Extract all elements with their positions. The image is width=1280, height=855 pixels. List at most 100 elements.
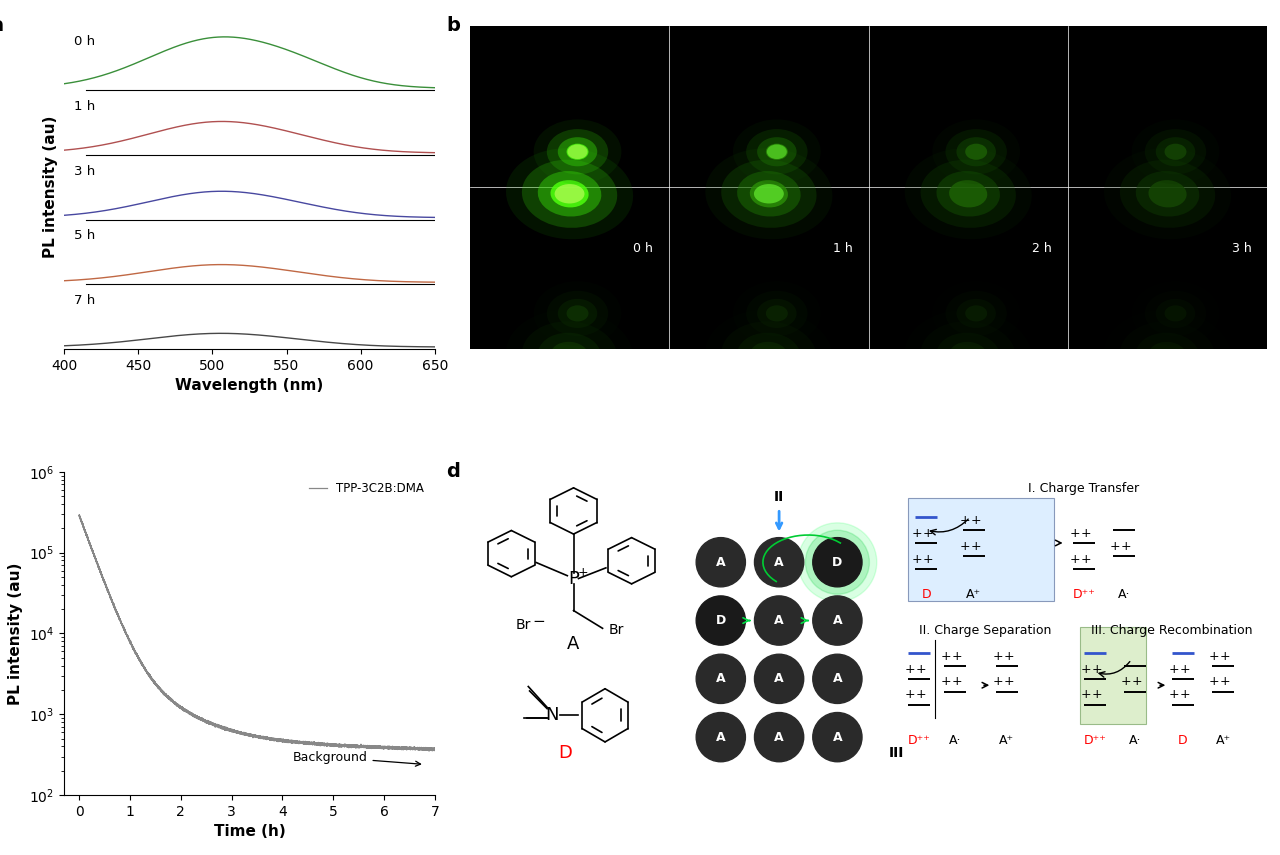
Text: Br: Br — [516, 618, 531, 632]
Ellipse shape — [550, 342, 589, 369]
Ellipse shape — [767, 144, 787, 159]
Text: A: A — [774, 556, 783, 569]
Text: +: + — [1110, 540, 1120, 552]
Ellipse shape — [1103, 148, 1231, 239]
Ellipse shape — [550, 180, 589, 208]
Ellipse shape — [1165, 305, 1187, 321]
Ellipse shape — [920, 321, 1016, 390]
Text: a: a — [0, 16, 3, 35]
Ellipse shape — [965, 305, 987, 321]
Ellipse shape — [554, 184, 585, 203]
Ellipse shape — [1148, 180, 1187, 208]
Text: +: + — [1220, 650, 1230, 663]
Text: D: D — [922, 588, 931, 601]
Ellipse shape — [765, 305, 787, 321]
Text: +: + — [1169, 688, 1179, 701]
Text: +: + — [959, 514, 970, 527]
Circle shape — [754, 596, 804, 646]
Text: +: + — [992, 650, 1004, 663]
Text: +: + — [1179, 663, 1190, 675]
Text: A: A — [716, 672, 726, 686]
Text: A: A — [774, 672, 783, 686]
Text: d: d — [445, 463, 460, 481]
Text: 3 h: 3 h — [1231, 242, 1252, 255]
Text: N: N — [545, 706, 559, 724]
Circle shape — [813, 538, 861, 587]
Ellipse shape — [756, 137, 796, 166]
Ellipse shape — [721, 160, 817, 228]
Text: 4 h: 4 h — [634, 404, 653, 417]
Text: 1 h: 1 h — [74, 100, 96, 113]
Text: 6 h: 6 h — [1032, 404, 1052, 417]
Ellipse shape — [705, 148, 832, 239]
Ellipse shape — [1156, 137, 1196, 166]
Text: II: II — [774, 490, 785, 504]
Text: A⁺: A⁺ — [1000, 734, 1014, 746]
Ellipse shape — [937, 333, 1000, 378]
Ellipse shape — [750, 342, 788, 369]
Text: P: P — [568, 569, 579, 587]
Ellipse shape — [733, 120, 820, 184]
Text: +: + — [911, 552, 923, 566]
Ellipse shape — [905, 310, 1032, 401]
Ellipse shape — [721, 321, 817, 390]
Text: III. Charge Recombination: III. Charge Recombination — [1091, 624, 1253, 637]
Circle shape — [754, 538, 804, 587]
Ellipse shape — [1144, 291, 1206, 336]
Text: A·: A· — [1117, 588, 1130, 601]
Legend: TPP-3C2B:DMA: TPP-3C2B:DMA — [305, 478, 429, 500]
Text: +: + — [1208, 675, 1220, 688]
Text: A·: A· — [1129, 734, 1142, 746]
Ellipse shape — [567, 144, 588, 159]
Text: A: A — [716, 731, 726, 744]
Ellipse shape — [932, 120, 1020, 184]
Circle shape — [696, 596, 745, 646]
Ellipse shape — [1165, 144, 1187, 160]
Circle shape — [696, 654, 745, 704]
Bar — [908, 498, 1055, 601]
Ellipse shape — [705, 310, 832, 401]
Ellipse shape — [558, 299, 598, 328]
Text: A: A — [774, 614, 783, 627]
Y-axis label: PL intensity (au): PL intensity (au) — [9, 563, 23, 705]
Text: D: D — [558, 744, 572, 762]
Text: +: + — [1080, 688, 1091, 701]
Text: A: A — [832, 731, 842, 744]
Text: 1 h: 1 h — [833, 242, 852, 255]
Text: −: − — [532, 614, 545, 628]
Ellipse shape — [950, 342, 987, 369]
Text: +: + — [904, 688, 915, 701]
Circle shape — [696, 538, 745, 587]
Text: +: + — [577, 566, 588, 579]
Ellipse shape — [937, 171, 1000, 216]
Text: A: A — [567, 635, 580, 653]
Text: A⁺: A⁺ — [966, 588, 982, 601]
Text: 2 h: 2 h — [1032, 242, 1052, 255]
Ellipse shape — [920, 160, 1016, 228]
Ellipse shape — [932, 281, 1020, 345]
Ellipse shape — [756, 299, 796, 328]
Text: +: + — [970, 540, 980, 552]
Ellipse shape — [1132, 281, 1220, 345]
Text: 5 h: 5 h — [833, 404, 852, 417]
Ellipse shape — [547, 291, 608, 336]
X-axis label: Time (h): Time (h) — [214, 824, 285, 840]
Text: b: b — [445, 16, 460, 35]
Ellipse shape — [950, 180, 987, 208]
Text: 0 h: 0 h — [74, 35, 96, 49]
Text: +: + — [1132, 675, 1142, 688]
Ellipse shape — [1103, 310, 1231, 401]
Text: +: + — [923, 527, 933, 540]
Ellipse shape — [1132, 120, 1220, 184]
Ellipse shape — [538, 333, 602, 378]
Ellipse shape — [1120, 321, 1215, 390]
Circle shape — [754, 654, 804, 704]
Text: II. Charge Separation: II. Charge Separation — [919, 624, 1051, 637]
Text: I. Charge Transfer: I. Charge Transfer — [1028, 481, 1139, 494]
Circle shape — [813, 596, 861, 646]
Text: +: + — [904, 663, 915, 675]
Ellipse shape — [534, 120, 621, 184]
Text: I: I — [684, 614, 689, 628]
Ellipse shape — [1135, 171, 1199, 216]
Ellipse shape — [1148, 342, 1187, 369]
